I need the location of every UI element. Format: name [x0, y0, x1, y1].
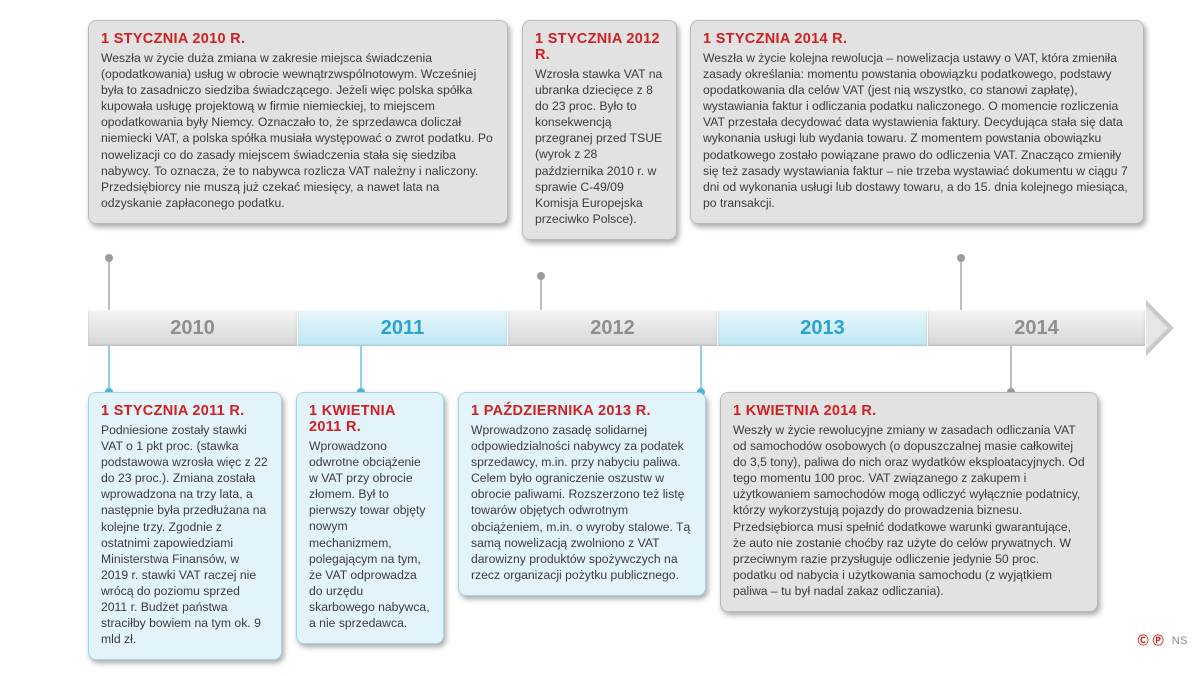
event-title: 1 STYCZNIA 2012 R.	[535, 31, 664, 63]
event-title: 1 KWIETNIA 2014 R.	[733, 403, 1085, 419]
event-title: 1 STYCZNIA 2010 R.	[101, 31, 495, 47]
event-box-2011b: 1 KWIETNIA 2011 R. Wprowadzono odwrotne …	[296, 392, 444, 644]
timeline-arrowhead-icon	[1146, 300, 1174, 356]
event-title: 1 STYCZNIA 2011 R.	[101, 403, 269, 419]
timeline-year-2011: 2011	[298, 310, 508, 346]
event-title: 1 PAŹDZIERNIKA 2013 R.	[471, 403, 693, 419]
connector-2013	[700, 346, 702, 392]
connector-2010	[108, 258, 110, 310]
event-title: 1 STYCZNIA 2014 R.	[703, 31, 1131, 47]
copyright-symbol: Ⓒ Ⓟ	[1138, 635, 1165, 647]
event-body: Wprowadzono zasadę solidarnej odpowiedzi…	[471, 422, 693, 583]
event-box-2014: 1 STYCZNIA 2014 R. Weszła w życie kolejn…	[690, 20, 1144, 224]
copyright-label: Ⓒ Ⓟ NS	[1138, 632, 1188, 648]
timeline-year-2010: 2010	[88, 310, 298, 346]
event-body: Weszła w życie duża zmiana w zakresie mi…	[101, 50, 495, 211]
timeline-bar: 2010 2011 2012 2013 2014	[88, 310, 1146, 346]
connector-2014a	[960, 258, 962, 310]
timeline-year-2013: 2013	[718, 310, 928, 346]
copyright-suffix: NS	[1172, 635, 1188, 647]
event-box-2010: 1 STYCZNIA 2010 R. Weszła w życie duża z…	[88, 20, 508, 224]
event-body: Weszły w życie rewolucyjne zmiany w zasa…	[733, 422, 1085, 599]
event-body: Wprowadzono odwrotne obciążenie w VAT pr…	[309, 438, 431, 631]
connector-2011a	[108, 346, 110, 392]
timeline-year-2014: 2014	[928, 310, 1146, 346]
event-box-2013: 1 PAŹDZIERNIKA 2013 R. Wprowadzono zasad…	[458, 392, 706, 596]
event-box-2011a: 1 STYCZNIA 2011 R. Podniesione zostały s…	[88, 392, 282, 660]
timeline-year-2012: 2012	[508, 310, 718, 346]
event-box-2014b: 1 KWIETNIA 2014 R. Weszły w życie rewolu…	[720, 392, 1098, 612]
connector-2011b	[360, 346, 362, 392]
timeline-infographic: 1 STYCZNIA 2010 R. Weszła w życie duża z…	[0, 0, 1200, 676]
event-box-2012: 1 STYCZNIA 2012 R. Wzrosła stawka VAT na…	[522, 20, 677, 240]
event-body: Podniesione zostały stawki VAT o 1 pkt p…	[101, 422, 269, 647]
event-body: Wzrosła stawka VAT na ubranka dziecięce …	[535, 66, 664, 227]
event-title: 1 KWIETNIA 2011 R.	[309, 403, 431, 435]
event-body: Weszła w życie kolejna rewolucja – nowel…	[703, 50, 1131, 211]
connector-2014b	[1010, 346, 1012, 392]
connector-2012	[540, 276, 542, 310]
